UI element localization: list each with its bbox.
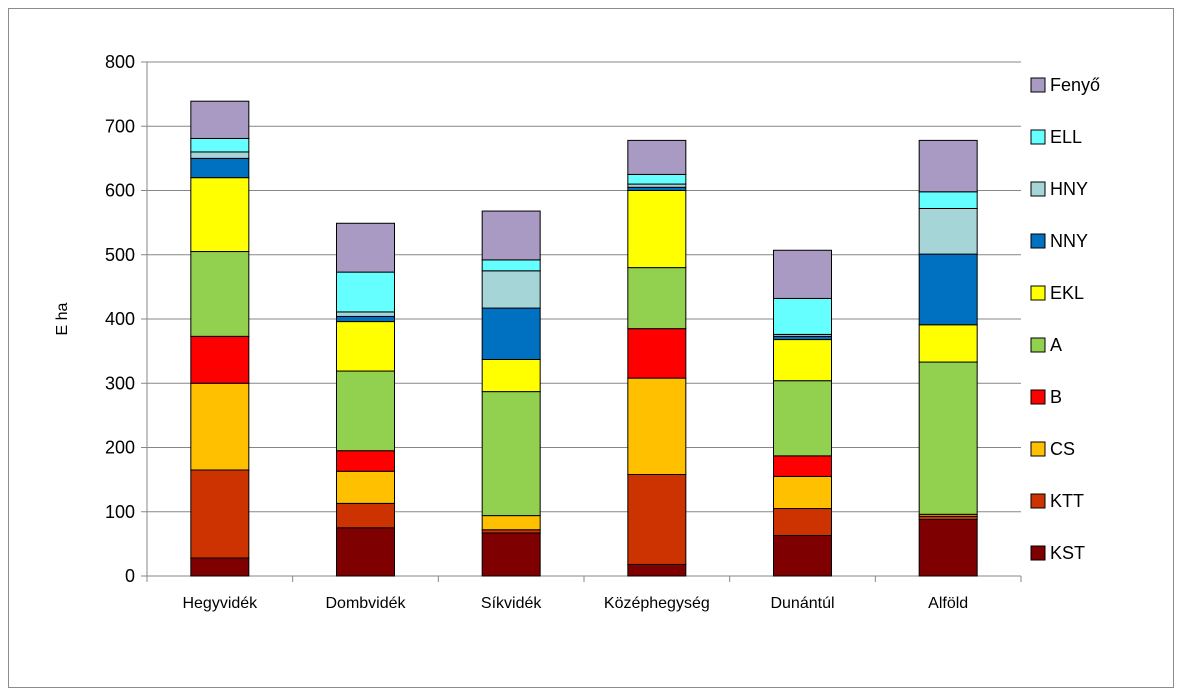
legend-swatch: [1030, 285, 1046, 301]
legend-label: B: [1050, 387, 1062, 407]
chart-frame: 0 100 200 300 400 500 600 700 800 Hegyvidék Dombvi…: [8, 8, 1174, 688]
legend-label: ELL: [1050, 127, 1082, 147]
bar-segment-hny: [918, 207, 978, 255]
legend-swatch: [1030, 77, 1046, 93]
legend-label: KTT: [1050, 491, 1084, 511]
bar-segment-ell: [773, 297, 832, 335]
bar-segment-cs: [190, 382, 250, 471]
bar-segment-a: [627, 267, 687, 330]
y-tick-label: 300: [105, 373, 135, 393]
bar-segment-ekl: [918, 324, 978, 363]
legend-swatch: [1030, 441, 1046, 457]
x-tick-label: Középhegység: [604, 595, 710, 612]
bar-segment-feny-: [627, 139, 687, 175]
bar-segment-feny-: [336, 222, 395, 273]
bar-segment-a: [190, 251, 250, 337]
bar-segment-ekl: [627, 190, 687, 269]
y-tick-label: 200: [105, 438, 135, 458]
legend-label: HNY: [1050, 179, 1088, 199]
legend-swatch: [1030, 233, 1046, 249]
bar-segment-kst: [190, 557, 250, 577]
bar-segment-ktt: [336, 502, 395, 529]
legend-swatch: [1030, 181, 1046, 197]
bar-segment-cs: [481, 515, 541, 531]
legend-label: Fenyő: [1050, 75, 1100, 95]
bar-segment-ell: [627, 173, 687, 185]
legend-label: A: [1050, 335, 1062, 355]
y-tick-label: 500: [105, 245, 135, 265]
y-tick-label: 600: [105, 181, 135, 201]
bar-segment-ktt: [773, 508, 832, 537]
bar-segment-ell: [481, 259, 541, 272]
legend-label: CS: [1050, 439, 1075, 459]
bar-segment-b: [190, 335, 250, 384]
axes: 0 100 200 300 400 500 600 700 800 Hegyvidék Dombvi…: [105, 52, 1022, 612]
bar-segment-kst: [481, 532, 541, 577]
legend-label: NNY: [1050, 231, 1088, 251]
bar-segment-nny: [336, 315, 395, 323]
bar-segment-ell: [918, 191, 978, 209]
x-tick-label: Alföld: [928, 595, 968, 612]
bar-segment-b: [336, 450, 395, 472]
x-tick-label: Hegyvidék: [182, 595, 258, 612]
y-axis-label: E ha: [54, 302, 71, 335]
bar-segment-nny: [918, 253, 978, 326]
bar-segment-a: [336, 370, 395, 452]
bar-segment-hny: [190, 151, 250, 159]
stacked-bar-chart: 0 100 200 300 400 500 600 700 800 Hegyvidék Dombvi…: [54, 52, 1100, 612]
legend-label: EKL: [1050, 283, 1084, 303]
legend: Fenyő ELL HNY NNY EKL A B CS KTT KST: [1030, 75, 1100, 563]
bar-segment-cs: [773, 475, 832, 510]
bar-segment-kst: [773, 535, 832, 577]
legend-swatch: [1030, 389, 1046, 405]
bar-segment-ekl: [190, 177, 250, 253]
bar-segment-cs: [336, 470, 395, 504]
bar-segment-hny: [481, 270, 541, 309]
y-tick-label: 700: [105, 116, 135, 136]
y-tick-label: 800: [105, 52, 135, 72]
legend-swatch: [1030, 337, 1046, 353]
bar-segment-hny: [336, 311, 395, 317]
bar-segment-ekl: [336, 321, 395, 372]
bar-segment-ekl: [481, 358, 541, 393]
legend-swatch: [1030, 493, 1046, 509]
bar-segment-kst: [336, 527, 395, 577]
gridlines: [147, 61, 1021, 513]
bar-segment-nny: [481, 307, 541, 360]
bar-segment-ktt: [190, 469, 250, 559]
bar-segment-a: [773, 380, 832, 457]
bar-segment-b: [627, 328, 687, 379]
bar-segment-feny-: [918, 139, 978, 193]
x-tick-label: Dunántúl: [770, 595, 834, 612]
bar-segment-feny-: [190, 100, 250, 139]
legend-label: KST: [1050, 543, 1085, 563]
bar-segment-feny-: [773, 249, 832, 299]
legend-swatch: [1030, 545, 1046, 561]
bar-segment-kst: [627, 563, 687, 577]
bar-segment-ekl: [773, 339, 832, 382]
x-tick-label: Dombvidék: [325, 595, 406, 612]
bar-segment-a: [481, 391, 541, 517]
bar-segment-ell: [190, 137, 250, 153]
bar-segment-kst: [918, 518, 978, 577]
bar-segment-a: [918, 361, 978, 515]
bar-segment-feny-: [481, 210, 541, 261]
legend-swatch: [1030, 129, 1046, 145]
x-tick-label: Síkvidék: [481, 595, 542, 612]
bar-segment-nny: [190, 157, 250, 179]
bar-segment-ktt: [627, 473, 687, 565]
y-tick-label: 400: [105, 309, 135, 329]
bars: [190, 100, 978, 577]
y-tick-label: 100: [105, 502, 135, 522]
bar-segment-cs: [627, 377, 687, 475]
bar-segment-ell: [336, 271, 395, 313]
bar-segment-b: [773, 455, 832, 477]
y-tick-label: 0: [125, 566, 135, 586]
